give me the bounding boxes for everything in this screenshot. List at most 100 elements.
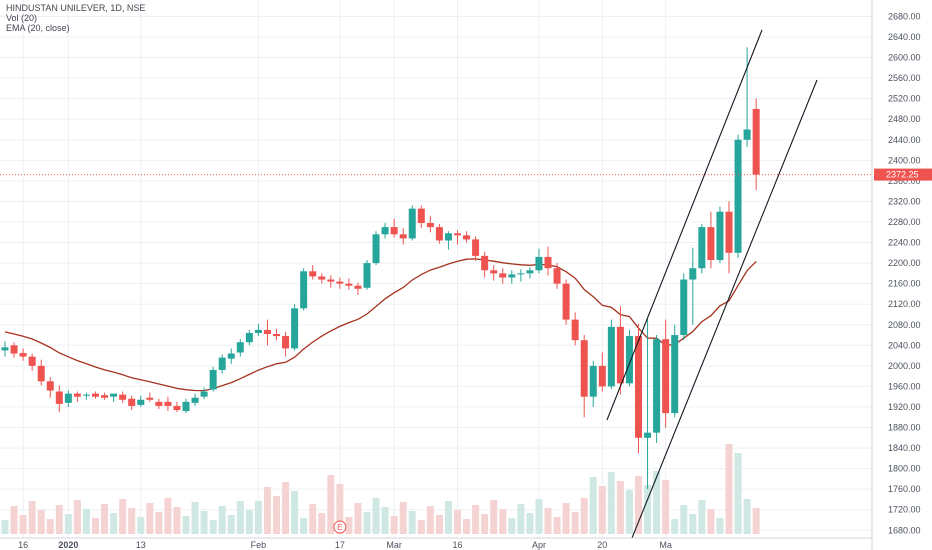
earnings-marker: E [333, 520, 347, 534]
candle-body [725, 211, 733, 253]
candle-body [580, 340, 588, 397]
candle [426, 215, 434, 233]
volume-bar [354, 503, 362, 534]
candle-body [408, 208, 416, 239]
ema-line [4, 258, 757, 392]
candle-body [327, 279, 335, 282]
volume-bars [1, 444, 760, 534]
volume-bar [662, 480, 670, 534]
candle [37, 359, 45, 386]
candle-body [472, 239, 480, 256]
volume-bar [263, 487, 271, 534]
candle-body [625, 336, 633, 384]
volume-bar [635, 476, 642, 534]
price-axis-tick-label: 1880.00 [888, 423, 921, 433]
time-axis-tick-label: Ma [659, 540, 672, 550]
price-axis-tick-label: 2520.00 [888, 94, 921, 104]
volume-bar [490, 500, 498, 534]
volume-bar [689, 514, 697, 534]
symbol-title: HINDUSTAN UNILEVER, 1D, NSE [6, 3, 146, 13]
candle [671, 324, 679, 418]
volume-bar [463, 519, 471, 534]
candle-body [182, 401, 190, 412]
ema-indicator-label: EMA (20, close) [6, 23, 70, 33]
candle-body [544, 256, 552, 269]
candle-body [309, 271, 317, 277]
volume-bar [607, 472, 615, 534]
last-price-tag-bg [874, 168, 932, 181]
legend: HINDUSTAN UNILEVER, 1D, NSE Vol (20) EMA… [6, 3, 145, 33]
volume-bar [707, 509, 715, 534]
price-axis-tick-label: 2320.00 [888, 196, 921, 206]
candle [580, 335, 588, 418]
volume-bar [535, 499, 543, 534]
earnings-marker-circle [333, 520, 347, 534]
candle-body [146, 397, 154, 400]
volume-bar [589, 477, 597, 534]
price-axis: 1680.00 1720.00 1760.00 1800.00 1840.00 1880.… [888, 11, 921, 535]
volume-bar [182, 516, 190, 534]
candle-body [155, 401, 163, 406]
volume-indicator-label: Vol (20) [6, 13, 38, 23]
volume-bar [390, 516, 398, 534]
volume-bar [227, 515, 235, 534]
candle [625, 329, 633, 387]
candle-body [535, 256, 543, 271]
volume-bar [10, 506, 18, 534]
candle-body [390, 227, 398, 235]
volume-bar [318, 513, 326, 534]
candle-body [598, 365, 606, 387]
candle [345, 278, 353, 290]
volume-bar [698, 500, 706, 534]
price-axis-tick-label: 2440.00 [888, 135, 921, 145]
price-axis-tick-label: 1760.00 [888, 484, 921, 494]
candle [408, 205, 416, 241]
volume-bar [625, 490, 633, 534]
price-axis-tick-label: 2000.00 [888, 361, 921, 371]
candle-body [680, 279, 688, 336]
candle [689, 247, 697, 325]
volume-bar [399, 502, 407, 534]
candle-body [589, 365, 597, 397]
volume-bar [381, 507, 389, 534]
volume-bar [82, 509, 90, 534]
volume-bar [671, 519, 679, 534]
candle [327, 275, 335, 288]
volume-bar [209, 520, 217, 534]
volume-bar [553, 517, 561, 534]
candle [417, 205, 425, 229]
candle [155, 398, 163, 410]
volume-bar [128, 508, 136, 534]
candle [716, 206, 724, 264]
candle-body [526, 270, 534, 274]
candle [191, 393, 199, 406]
candle [263, 319, 271, 346]
candle-body [137, 399, 145, 405]
candle-body [128, 398, 136, 406]
candle-body [444, 233, 452, 241]
candle [218, 354, 226, 374]
volume-bar [327, 475, 335, 534]
price-axis-tick-label: 1960.00 [888, 381, 921, 391]
candle [472, 236, 480, 262]
candle-body [64, 393, 72, 403]
candle [707, 211, 715, 269]
volume-bar [743, 499, 751, 534]
candle-body [499, 273, 507, 278]
candle-body [273, 334, 280, 337]
volume-bar [119, 499, 127, 534]
candle-body [263, 329, 271, 335]
candle-body [164, 401, 172, 406]
candle-body [734, 139, 742, 253]
candle-body [46, 381, 54, 391]
volume-bar [372, 498, 380, 534]
volume-bar [309, 504, 317, 534]
price-axis-tick-label: 2640.00 [888, 32, 921, 42]
volume-bar [46, 519, 54, 534]
candle-body [336, 281, 344, 284]
candle [110, 393, 118, 402]
candle [291, 304, 299, 351]
time-axis-tick-label: 2020 [58, 540, 78, 550]
grid [0, 0, 872, 538]
